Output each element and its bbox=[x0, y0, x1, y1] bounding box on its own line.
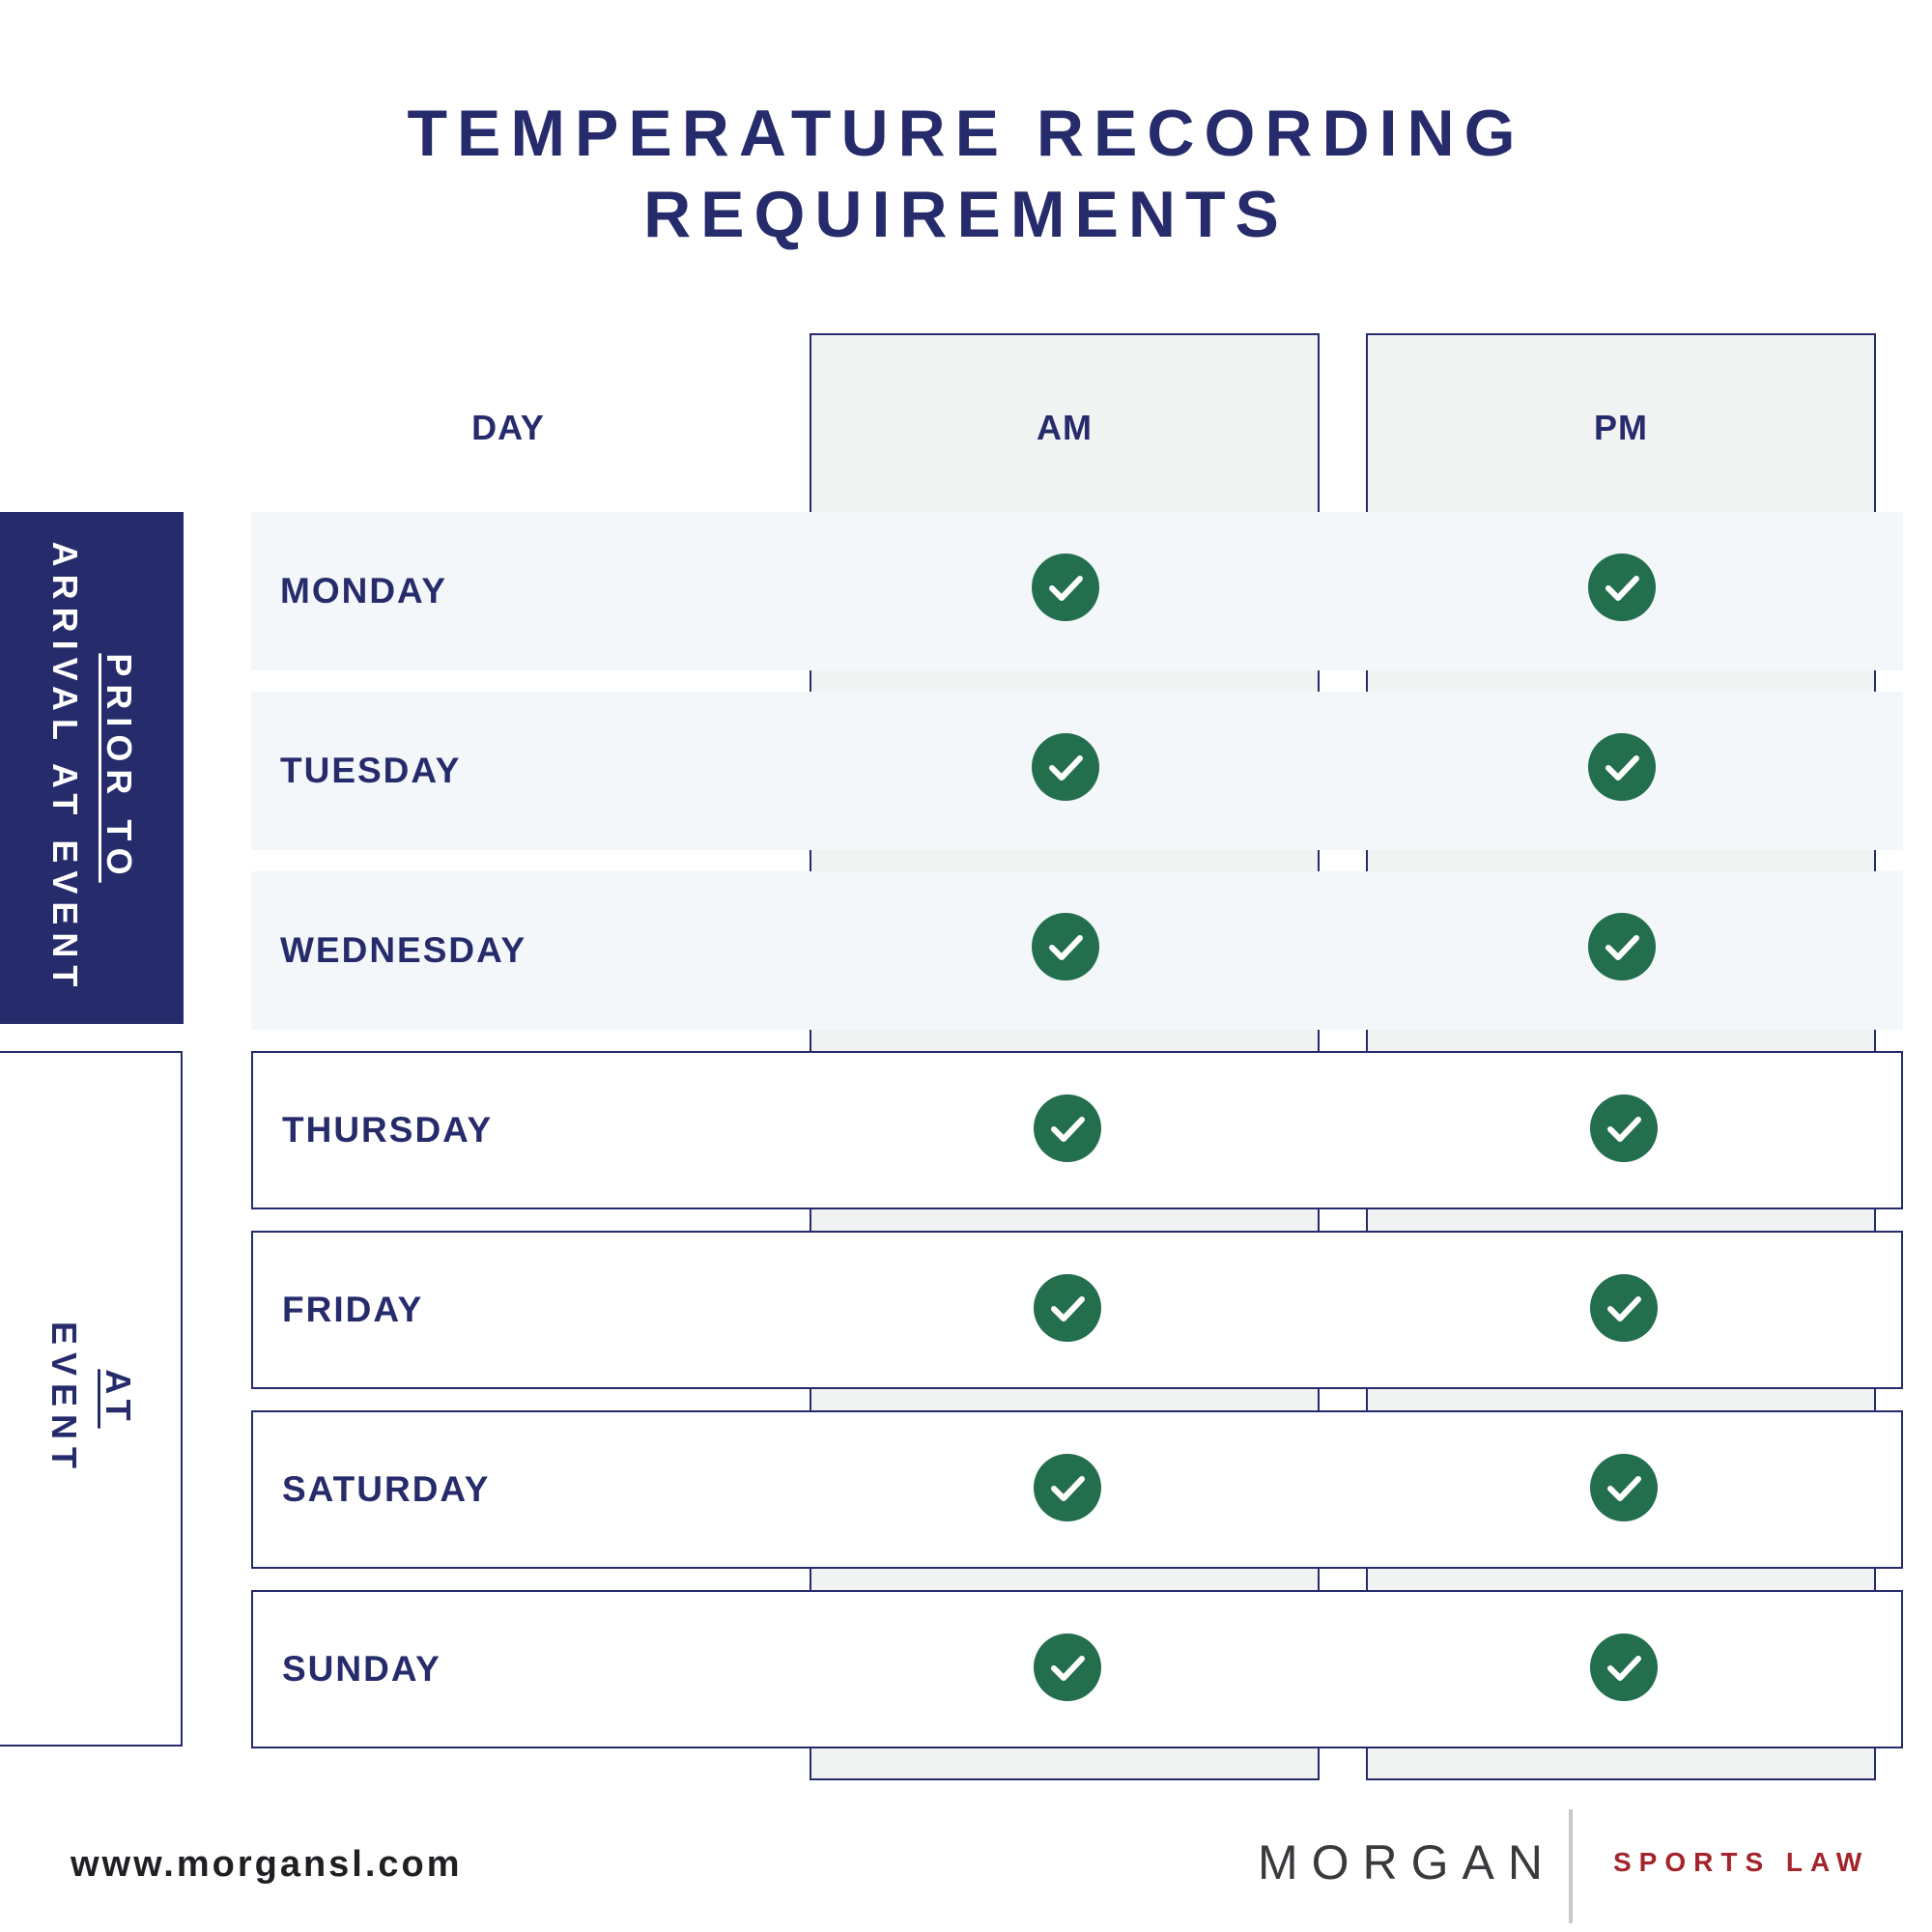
group-prior-label-line-1: PRIOR TO bbox=[99, 653, 139, 883]
group-event-label: AT EVENT bbox=[37, 1321, 145, 1476]
group-at-event: AT EVENT bbox=[0, 1051, 183, 1747]
day-label: MONDAY bbox=[280, 571, 448, 611]
pm-check-circle-icon bbox=[1590, 1454, 1658, 1521]
brand-logo-sports-law: SPORTS LAW bbox=[1613, 1847, 1870, 1877]
table-row: WEDNESDAY bbox=[251, 871, 1903, 1030]
website-url[interactable]: www.morgansl.com bbox=[71, 1844, 463, 1885]
day-label: FRIDAY bbox=[282, 1290, 424, 1329]
header-pm: PM bbox=[1594, 408, 1648, 447]
brand-divider bbox=[1569, 1809, 1573, 1923]
day-label: WEDNESDAY bbox=[280, 930, 527, 970]
group-prior-label: PRIOR TO ARRIVAL AT EVENT bbox=[38, 542, 146, 995]
am-check-circle-icon bbox=[1034, 1454, 1101, 1521]
table-row: SUNDAY bbox=[251, 1590, 1903, 1748]
page-title-line-1: TEMPERATURE RECORDING bbox=[407, 97, 1525, 170]
pm-check-circle-icon bbox=[1590, 1634, 1658, 1701]
pm-check-circle-icon bbox=[1588, 554, 1656, 621]
pm-check-circle-icon bbox=[1590, 1094, 1658, 1162]
page-title-line-2: REQUIREMENTS bbox=[643, 178, 1289, 251]
day-label: SUNDAY bbox=[282, 1649, 441, 1689]
header-day: DAY bbox=[471, 408, 545, 447]
day-label: THURSDAY bbox=[282, 1110, 494, 1150]
group-prior-to-arrival: PRIOR TO ARRIVAL AT EVENT bbox=[0, 512, 184, 1024]
am-check-circle-icon bbox=[1034, 1094, 1101, 1162]
pm-check-circle-icon bbox=[1588, 913, 1656, 980]
am-check-circle-icon bbox=[1034, 1634, 1101, 1701]
am-check-circle-icon bbox=[1032, 554, 1099, 621]
table-row: SATURDAY bbox=[251, 1410, 1903, 1569]
table-row: MONDAY bbox=[251, 512, 1903, 670]
day-label: SATURDAY bbox=[282, 1469, 491, 1509]
group-event-label-line-2: EVENT bbox=[43, 1321, 84, 1477]
table-row: TUESDAY bbox=[251, 692, 1903, 850]
am-check-circle-icon bbox=[1032, 913, 1099, 980]
pm-check-circle-icon bbox=[1588, 733, 1656, 801]
brand-logo-morgan: MORGAN bbox=[1258, 1835, 1556, 1889]
table-row: THURSDAY bbox=[251, 1051, 1903, 1209]
group-event-label-line-1: AT bbox=[98, 1369, 138, 1429]
am-check-circle-icon bbox=[1032, 733, 1099, 801]
am-check-circle-icon bbox=[1034, 1274, 1101, 1342]
pm-check-circle-icon bbox=[1590, 1274, 1658, 1342]
table-row: FRIDAY bbox=[251, 1231, 1903, 1389]
group-prior-label-line-2: ARRIVAL AT EVENT bbox=[45, 541, 85, 995]
header-am: AM bbox=[1037, 408, 1093, 447]
day-label: TUESDAY bbox=[280, 751, 462, 790]
